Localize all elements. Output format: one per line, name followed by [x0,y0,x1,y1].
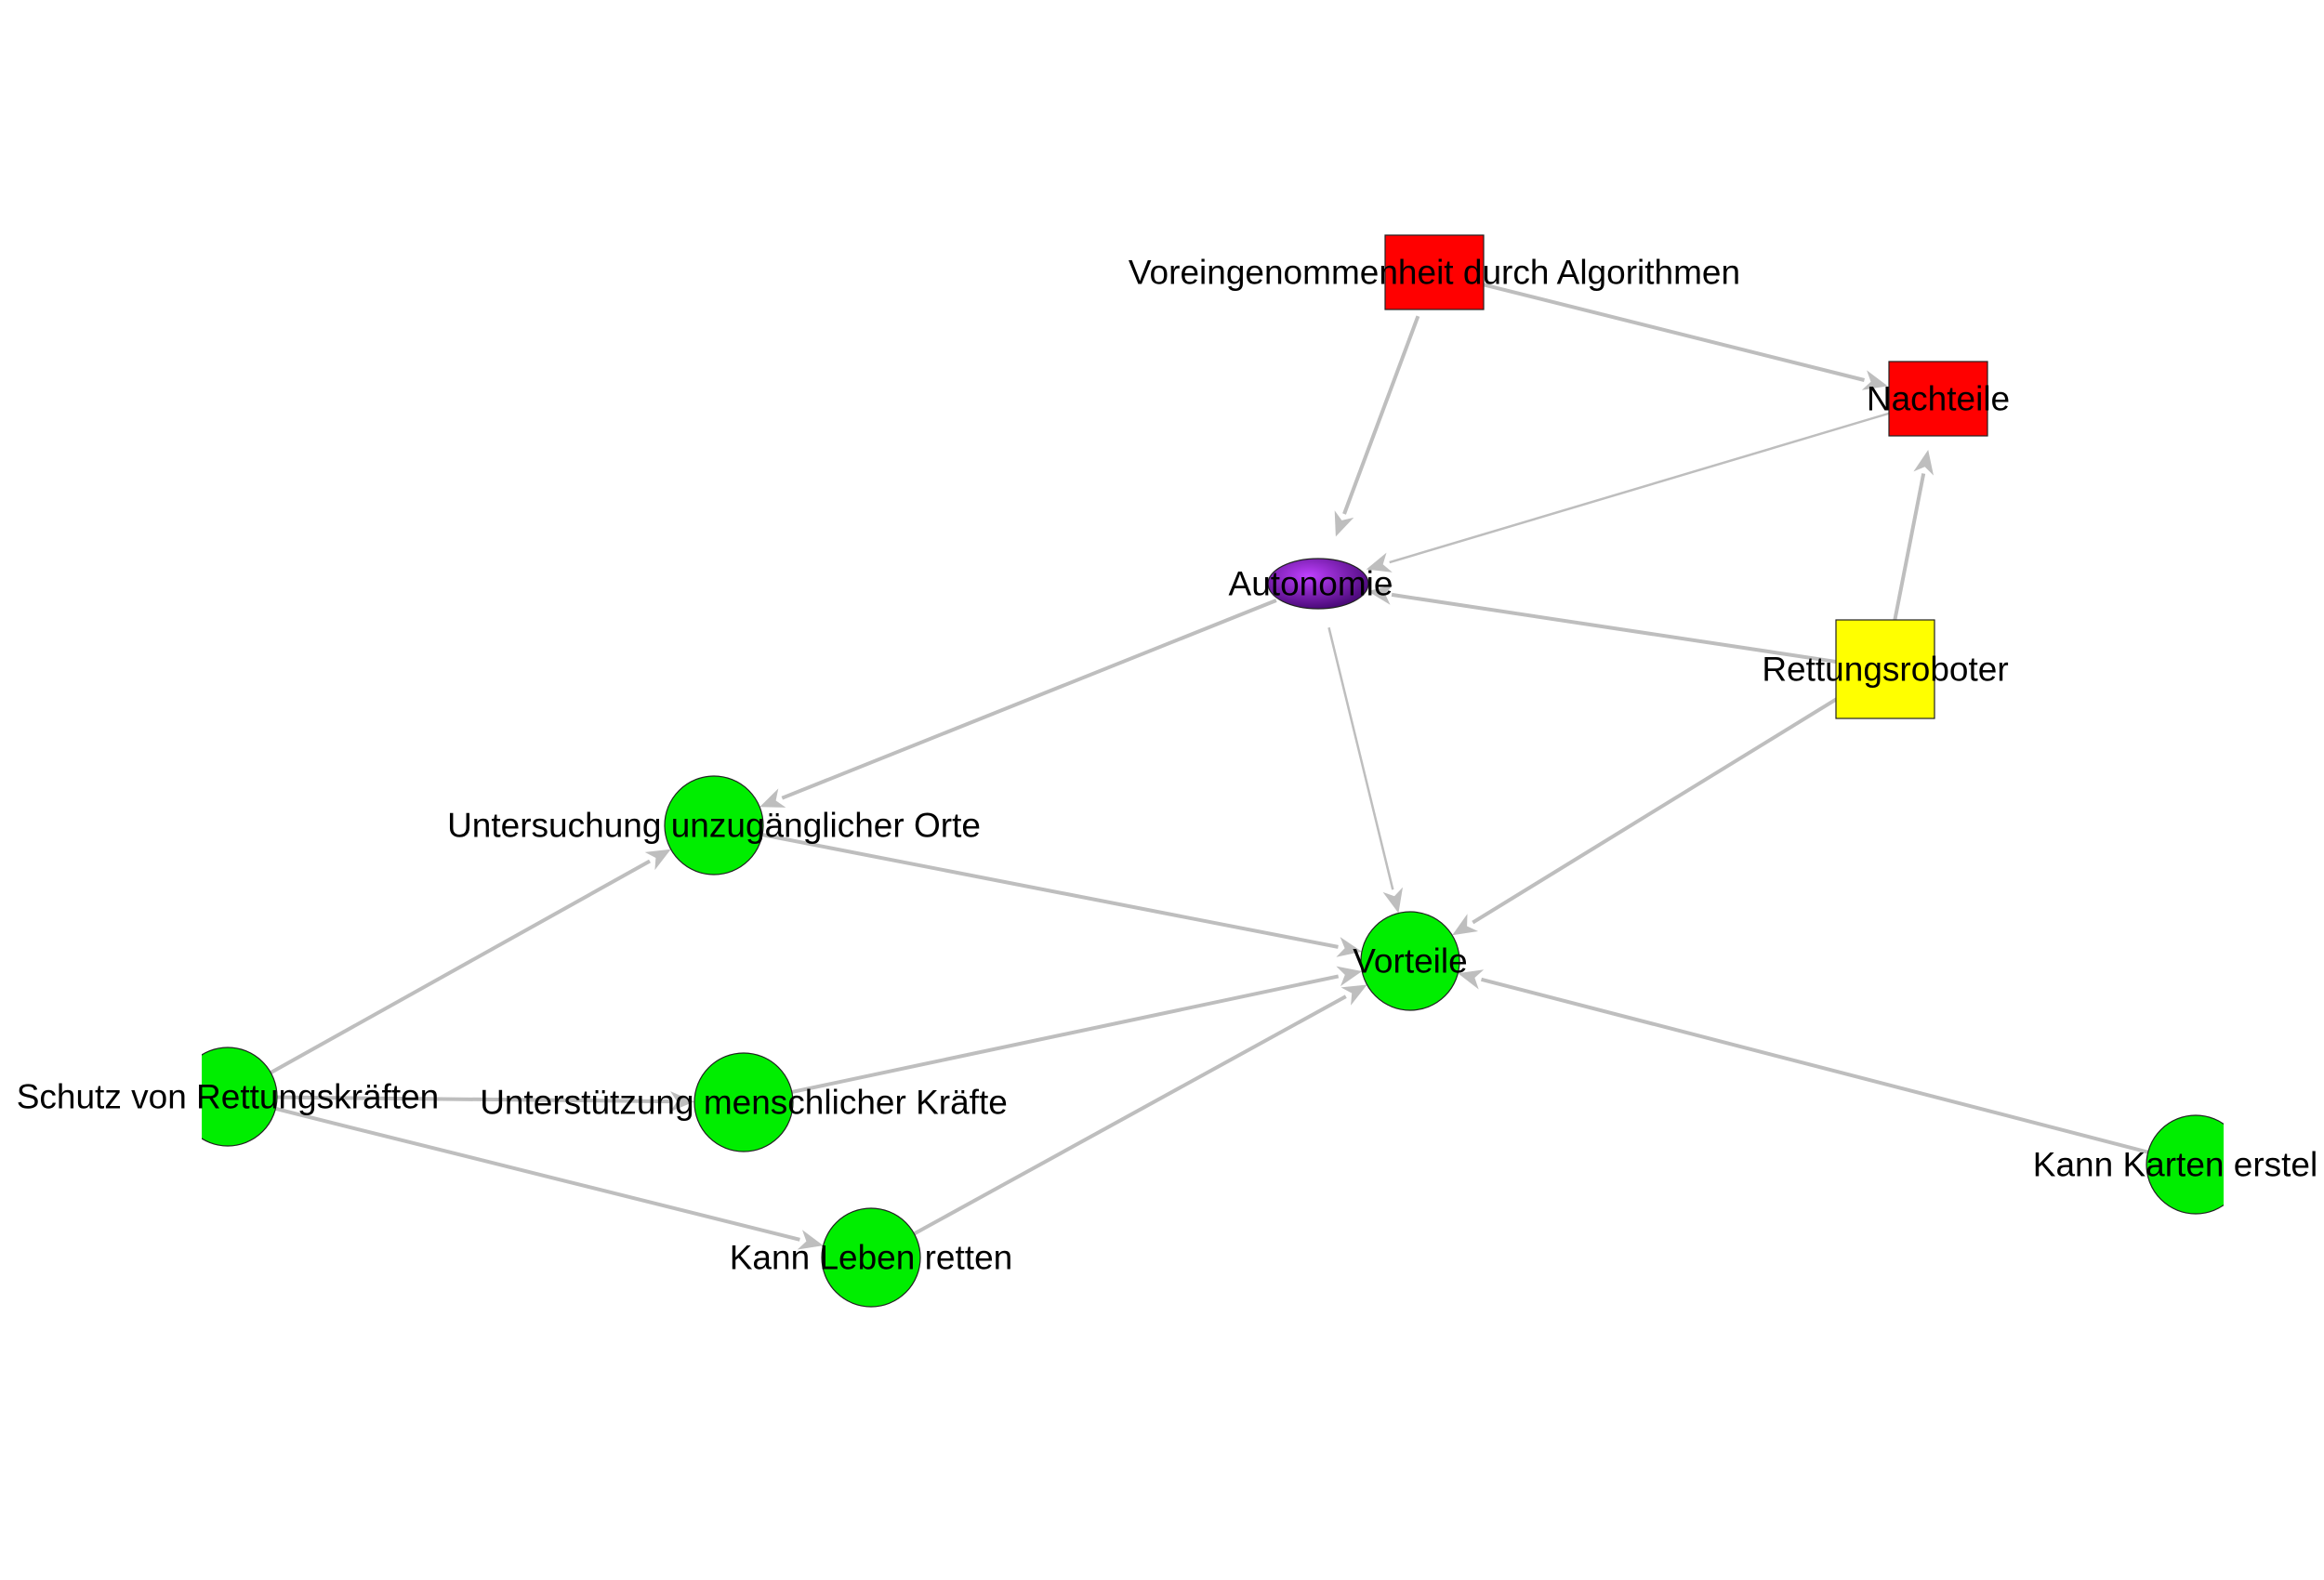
node-circle-shape [202,1047,278,1147]
node-untersuchung[interactable] [664,775,764,876]
edge-line [786,974,1340,1096]
edge-line [1472,692,1845,925]
node-label-karten: Kann Karten erstel [2033,1146,2317,1184]
node-label-schutz: Schutz von Rettungskräften [17,1078,440,1116]
edge-line [265,859,651,1077]
node-rettungsroboter[interactable] [1835,619,1935,719]
arrowhead [1334,510,1354,537]
arrowhead [669,1091,694,1113]
node-label-rettungsroboter: Rettungsroboter [1762,651,2008,689]
arrowhead [759,788,786,808]
labels-layer: Voreingenommenheit durch Algorithmen Nach… [17,254,2318,1277]
edge-schutz-to-leben [270,1105,824,1250]
node-circle-shape [664,775,764,876]
arrowhead [1452,914,1479,936]
arrowhead [1336,966,1363,987]
edge-line [1479,282,1865,382]
edge-line [757,832,1339,949]
node-circle-shape [821,1207,921,1308]
edge-rettungsroboter-to-vorteile [1452,692,1845,936]
arrowhead [1340,984,1367,1006]
edge-voreingenommenheit-to-autonomie [1334,315,1420,537]
edge-schutz-to-unterstuetzung [271,1091,694,1113]
node-label-unterstuetzung: Unterstützung menschlicher Kräfte [480,1084,1008,1122]
node-circle-shape [693,1052,794,1152]
node-label-voreingenommenheit: Voreingenommenheit durch Algorithmen [1129,254,1740,292]
arrowhead [1367,585,1393,605]
edge-karten-to-vorteile [1458,969,2154,1155]
node-circle-shape [1360,911,1460,1011]
edge-rettungsroboter-to-autonomie [1367,585,1838,665]
arrowhead [1366,552,1393,573]
edge-line [1893,473,1926,623]
edge-line [1391,592,1838,665]
arrowhead [644,849,671,871]
node-nachteile[interactable] [1888,361,1988,437]
edge-rettungsroboter-to-nachteile [1893,450,1934,623]
arrowhead [1458,969,1485,990]
edge-leben-to-vorteile [908,984,1367,1238]
edge-line [1342,315,1420,515]
node-karten[interactable] [2146,1114,2245,1215]
edge-line [781,599,1277,800]
node-vorteile[interactable] [1360,911,1460,1011]
edge-unterstuetzung-to-vorteile [786,966,1363,1096]
edge-line [270,1105,800,1242]
edge-line [1327,626,1394,890]
edge-line [271,1095,671,1104]
nodes-layer [178,234,2245,1308]
arrowhead [797,1230,824,1250]
edge-nachteile-to-autonomie [1366,411,1895,573]
node-square-shape [1888,361,1988,437]
node-voreingenommenheit[interactable] [1384,234,1485,310]
node-leben[interactable] [821,1207,921,1308]
edge-line [1480,977,2154,1155]
node-square-shape [1835,619,1935,719]
edge-line [1389,411,1895,564]
node-label-untersuchung: Untersuchung unzugänglicher Orte [447,807,981,845]
node-unterstuetzung[interactable] [693,1052,794,1152]
node-square-shape [1384,234,1485,310]
arrowhead [1382,887,1403,914]
node-label-autonomie: Autonomie [1229,565,1393,603]
node-label-nachteile: Nachteile [1867,380,2010,418]
edges-layer [265,282,2154,1250]
node-autonomie[interactable] [1267,558,1369,610]
edge-untersuchung-to-vorteile [757,832,1362,957]
arrowhead [1861,370,1888,390]
arrowhead [1913,450,1934,476]
edge-schutz-to-untersuchung [265,849,671,1077]
node-label-leben: Kann Leben retten [730,1239,1012,1277]
edge-line [908,994,1347,1238]
node-label-vorteile: Vorteile [1353,942,1467,981]
node-schutz[interactable] [178,1047,278,1147]
arrowhead [1336,937,1362,957]
edge-autonomie-to-vorteile [1327,626,1403,914]
node-circle-shape [2146,1114,2224,1215]
node-ellipse-shape [1267,558,1369,610]
edge-autonomie-to-untersuchung [759,599,1277,808]
edge-voreingenommenheit-to-nachteile [1479,282,1888,390]
